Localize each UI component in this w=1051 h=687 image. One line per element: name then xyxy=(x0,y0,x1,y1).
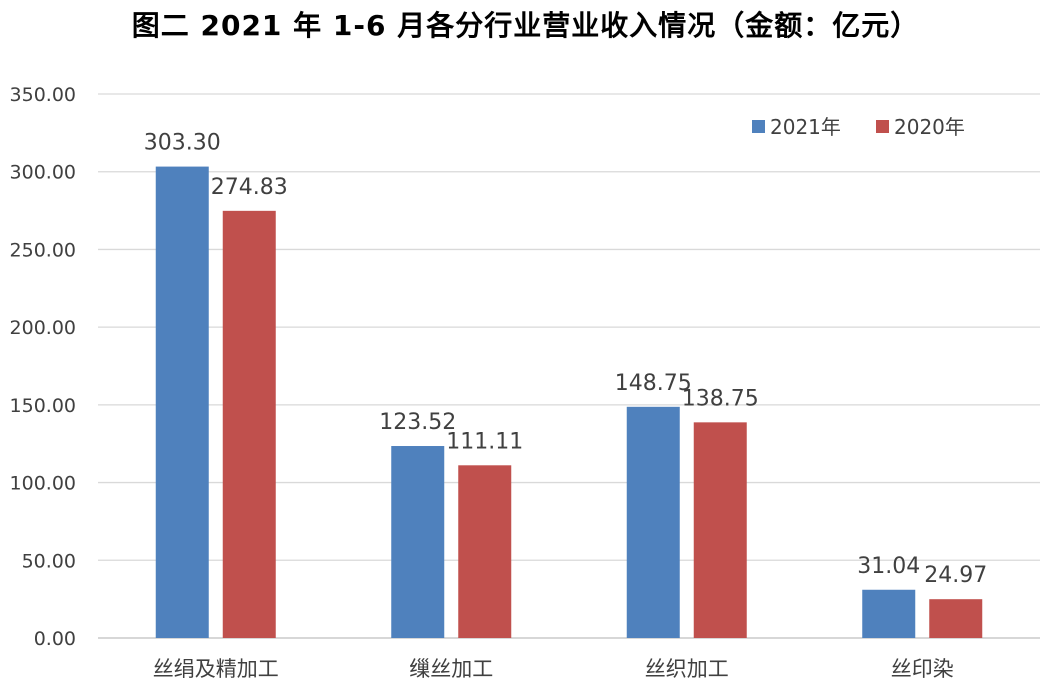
data-label: 303.30 xyxy=(144,131,221,156)
data-label: 24.97 xyxy=(924,563,987,588)
x-category-label: 缫丝加工 xyxy=(409,657,493,681)
bar-series-2 xyxy=(222,210,276,638)
y-tick-label: 150.00 xyxy=(10,395,76,417)
data-label: 274.83 xyxy=(211,175,288,200)
legend-label: 2021年 xyxy=(770,115,841,139)
x-category-label: 丝印染 xyxy=(891,657,954,681)
y-tick-label: 0.00 xyxy=(34,628,76,650)
data-label: 123.52 xyxy=(379,410,456,435)
data-label: 138.75 xyxy=(682,386,759,411)
bar-series-1 xyxy=(626,406,680,638)
data-label: 148.75 xyxy=(615,371,692,396)
data-label: 31.04 xyxy=(857,554,920,579)
legend-swatch xyxy=(752,120,765,133)
y-tick-label: 200.00 xyxy=(10,317,76,339)
y-tick-label: 50.00 xyxy=(22,550,76,572)
bar-series-1 xyxy=(391,446,445,638)
y-tick-label: 100.00 xyxy=(10,473,76,495)
y-tick-label: 300.00 xyxy=(10,162,76,184)
bar-series-2 xyxy=(458,465,512,638)
bar-series-2 xyxy=(929,599,983,638)
bar-series-1 xyxy=(155,166,209,638)
legend-swatch xyxy=(876,120,889,133)
legend-label: 2020年 xyxy=(894,115,965,139)
data-label: 111.11 xyxy=(446,429,523,454)
x-category-label: 丝绢及精加工 xyxy=(153,657,279,681)
y-tick-label: 350.00 xyxy=(10,84,76,106)
bar-series-1 xyxy=(862,589,916,638)
y-tick-label: 250.00 xyxy=(10,239,76,261)
x-category-label: 丝织加工 xyxy=(645,657,729,681)
chart-title: 图二 2021 年 1-6 月各分行业营业收入情况（金额：亿元） xyxy=(131,9,920,42)
bar-series-2 xyxy=(693,422,747,638)
